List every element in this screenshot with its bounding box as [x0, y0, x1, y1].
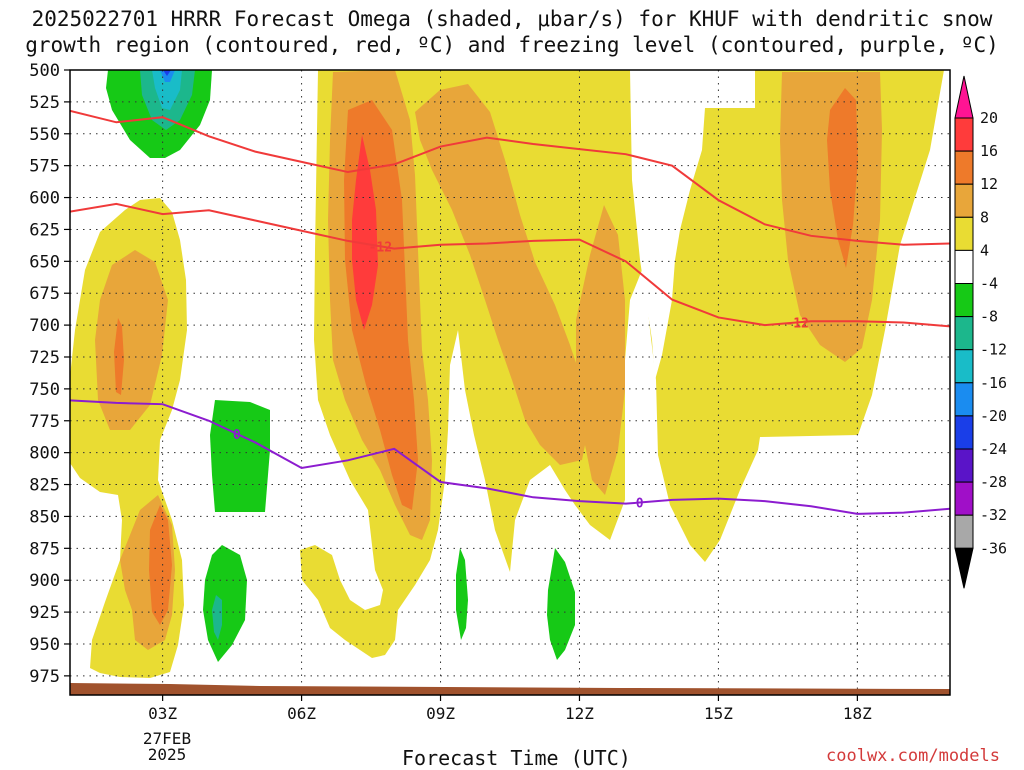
colorbar-arrow-bottom	[954, 547, 974, 589]
terrain-ground	[70, 683, 950, 695]
omega-region-main-core	[576, 205, 625, 495]
contour-line	[70, 399, 950, 515]
plot-frame	[69, 69, 951, 696]
credit-link[interactable]: coolwx.com/models	[826, 746, 1000, 766]
colorbar-label: -8	[980, 308, 998, 326]
title-line-2: growth region (contoured, red, ºC) and f…	[25, 33, 999, 57]
y-tick-label: 825	[29, 476, 60, 496]
colorbar-swatch	[954, 316, 974, 351]
y-tick-label: 975	[29, 667, 60, 687]
omega-sink-mid	[210, 400, 270, 512]
omega-region-main-core	[415, 84, 588, 465]
y-tick-label: 650	[29, 252, 60, 272]
x-axis: 03Z 06Z 09Z 12Z 15Z 18Z	[148, 695, 872, 723]
y-axis: 500 525 550 575 600 625 650 675 700 725 750 775 800 8…	[29, 61, 70, 687]
x-tick-label: 15Z	[704, 704, 733, 723]
contour-label: 0	[636, 497, 644, 512]
y-tick-label: 775	[29, 412, 60, 432]
omega-region-early-core	[95, 250, 168, 430]
colorbar-label: -32	[980, 506, 1007, 524]
colorbar-swatch	[954, 150, 974, 185]
y-tick-label: 550	[29, 125, 60, 145]
y-tick-label: 500	[29, 61, 60, 81]
y-tick-label: 725	[29, 348, 60, 368]
x-axis-label: Forecast Time (UTC)	[402, 746, 631, 770]
colorbar-swatch	[954, 249, 974, 284]
omega-sink-small	[547, 548, 575, 660]
x-tick-label: 06Z	[287, 704, 316, 723]
colorbar-label: 4	[980, 241, 989, 259]
colorbar-label: 20	[980, 109, 998, 127]
date-label-year: 2025	[148, 745, 187, 764]
colorbar: 20 16 12 8 4 -4 -8 -12 -16 -20 -24 -28 -32 -36	[954, 75, 1007, 589]
date-label-day: 27FEB	[143, 729, 191, 748]
y-tick-label: 575	[29, 157, 60, 177]
omega-region-early-max	[149, 505, 172, 625]
colorbar-label: -16	[980, 374, 1007, 392]
colorbar-swatch	[954, 283, 974, 318]
y-tick-label: 850	[29, 507, 60, 527]
colorbar-swatch	[954, 481, 974, 516]
colorbar-label: -4	[980, 275, 998, 293]
colorbar-label: -24	[980, 440, 1007, 458]
x-tick-label: 03Z	[148, 704, 177, 723]
colorbar-swatch	[954, 183, 974, 218]
colorbar-swatch	[954, 514, 974, 549]
y-tick-label: 800	[29, 444, 60, 464]
colorbar-swatch	[954, 382, 974, 417]
omega-sink-low-core	[212, 595, 222, 640]
contour-label: 0	[233, 428, 241, 443]
omega-sink-low	[203, 545, 247, 662]
colorbar-swatch	[954, 448, 974, 483]
omega-shading: -12 -12 0 0	[70, 70, 950, 695]
y-tick-label: 900	[29, 571, 60, 591]
x-tick-label: 12Z	[565, 704, 594, 723]
x-tick-label: 18Z	[843, 704, 872, 723]
contour-label: -12	[785, 316, 808, 331]
colorbar-arrow-top	[954, 75, 974, 119]
colorbar-swatch	[954, 216, 974, 251]
omega-white-gap	[630, 70, 755, 380]
colorbar-label: 8	[980, 208, 989, 226]
y-tick-label: 675	[29, 284, 60, 304]
contour-line	[70, 202, 950, 328]
y-tick-label: 625	[29, 220, 60, 240]
contours: -12 -12 0 0	[70, 109, 950, 515]
y-tick-label: 925	[29, 603, 60, 623]
colorbar-label: -28	[980, 473, 1007, 491]
y-tick-label: 875	[29, 539, 60, 559]
colorbar-label: 12	[980, 175, 998, 193]
omega-region-main-peak	[352, 135, 378, 330]
colorbar-label: 16	[980, 142, 998, 160]
y-tick-label: 525	[29, 93, 60, 113]
y-tick-label: 700	[29, 316, 60, 336]
y-tick-label: 600	[29, 189, 60, 209]
colorbar-label: -12	[980, 341, 1007, 359]
omega-region-early-max	[114, 318, 124, 395]
colorbar-label: -20	[980, 407, 1007, 425]
colorbar-swatch	[954, 349, 974, 384]
colorbar-swatch	[954, 415, 974, 450]
title-line-1: 2025022701 HRRR Forecast Omega (shaded, …	[31, 7, 993, 31]
y-tick-label: 750	[29, 380, 60, 400]
colorbar-swatch	[954, 117, 974, 152]
contour-label: -12	[369, 240, 392, 255]
omega-sink-upper-core	[152, 70, 182, 110]
omega-region-main-max	[827, 88, 858, 268]
contour-line	[70, 109, 950, 246]
colorbar-label: -36	[980, 539, 1007, 557]
omega-sink-upper-core	[163, 70, 171, 76]
omega-sink-small	[456, 548, 468, 640]
x-tick-label: 09Z	[426, 704, 455, 723]
grid	[70, 70, 950, 695]
y-tick-label: 950	[29, 635, 60, 655]
omega-sink-upper-core	[160, 70, 175, 82]
chart-title: 2025022701 HRRR Forecast Omega (shaded, …	[0, 6, 1024, 58]
